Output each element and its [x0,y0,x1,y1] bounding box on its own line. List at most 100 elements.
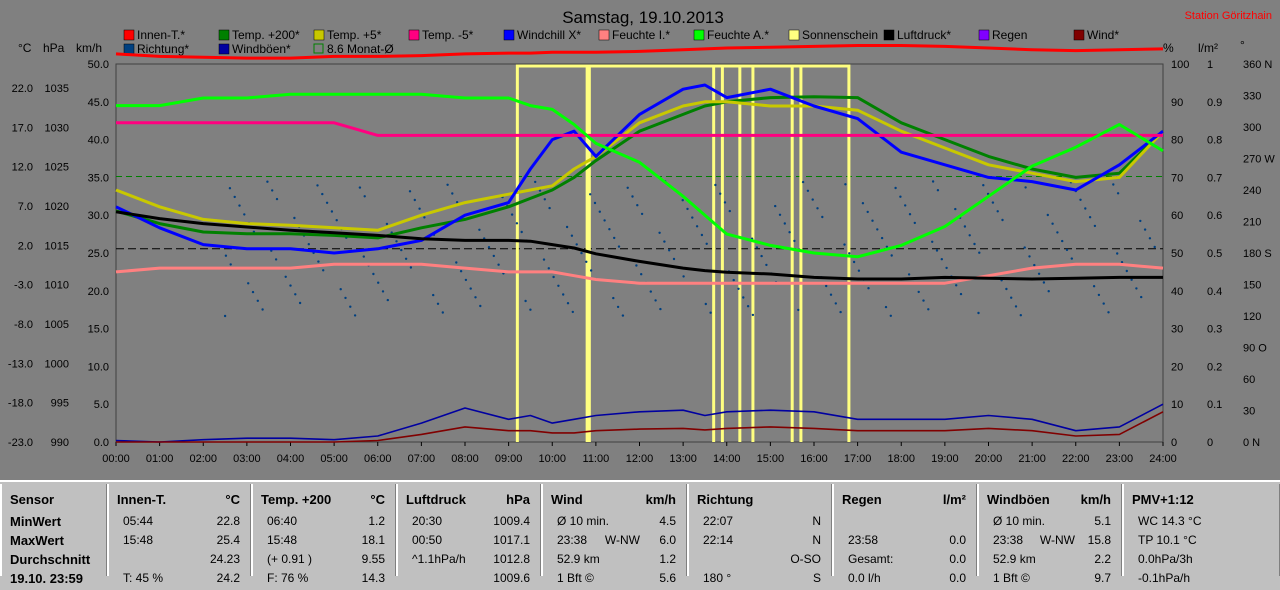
direction-point [1037,272,1041,275]
x-tick-label: 01:00 [146,453,174,465]
direction-point [714,183,717,187]
stats-cell-label: 52.9 km [993,552,1036,566]
direction-point [228,187,232,190]
direction-point [884,305,888,309]
legend-label: Richtung* [137,42,189,56]
direction-point [751,313,755,317]
rain-tick-label: 1 [1207,59,1213,71]
temp-tick-label: 22.0 [12,83,33,95]
press-tick-label: 1015 [45,240,69,252]
direction-point [1056,231,1059,234]
direction-point [640,273,643,276]
x-tick-label: 14:00 [713,453,741,465]
direction-point [922,299,925,302]
stats-cell-value: 18.1 [361,533,385,547]
stats-cell-label: 0.0 l/h [848,571,881,585]
chart-title: Samstag, 19.10.2013 [562,8,724,27]
legend-label: Temp. +5* [327,28,382,42]
legend-swatch [693,29,705,41]
direction-point [566,302,570,305]
direction-point [603,219,606,222]
legend-swatch [123,29,135,41]
direction-point [797,308,800,312]
direction-point [570,234,574,237]
rain-tick-label: 0 [1207,437,1213,449]
stats-column-header: Wind km/h [551,492,676,507]
press-unit: hPa [43,41,65,55]
weather-chart: Samstag, 19.10.2013 Station Göritzhain I… [0,0,1280,480]
direction-point [806,189,810,192]
stats-cell-value: 9.7 [1094,571,1111,585]
legend-swatch [503,29,515,41]
direction-point [871,219,874,222]
direction-point [271,189,274,192]
wind-tick-label: 0.0 [94,437,109,449]
press-tick-label: 990 [51,437,69,449]
stats-cell-value: 1009.4 [493,514,530,528]
sunshine-mark [712,64,724,442]
direction-point [612,296,615,300]
direction-point [478,228,481,231]
plot-area [115,63,1164,443]
wind-tick-label: 35.0 [88,172,109,184]
x-tick-label: 20:00 [975,453,1003,465]
stats-row: MinWert [2,514,106,533]
direction-point [613,236,616,240]
stats-row: 0.0hPa/3h [1124,552,1279,571]
pct-tick-label: 50 [1171,248,1183,260]
direction-point [907,273,911,276]
direction-point [977,311,980,315]
series-line [116,121,1163,137]
stats-cell-label: (+ 0.91 ) [267,552,313,566]
dir-tick-label: 150 [1243,280,1261,292]
direction-point [565,225,569,229]
direction-point [908,213,912,216]
stats-cell-value: 1.2 [368,514,385,528]
direction-point [978,251,981,254]
stats-cell-label: 1 Bft © [993,571,1030,585]
legend-swatch [408,29,420,41]
direction-point [243,213,246,216]
direction-point [492,254,495,258]
direction-point [469,287,472,290]
direction-point [973,242,976,246]
stats-cell-value: N [812,514,821,528]
direction-point [927,308,930,311]
dir-tick-label: 90 O [1243,343,1267,355]
temp-tick-label: 12.0 [12,162,33,174]
direction-point [709,311,712,314]
direction-point [580,251,583,255]
stats-column: Luftdruck hPa 20:30 1009.4 00:50 1017.1 ^1.1hP… [396,484,541,585]
stats-column-unit: l/m² [942,492,966,507]
stats-cell-mid: W-NW [1039,533,1075,547]
stats-column: Temp. +200 °C 06:40 1.2 15:48 18.1 (+ 0.91 ) 9.… [251,484,396,585]
direction-point [1079,198,1082,201]
direction-point [617,245,621,248]
direction-point [654,299,657,302]
dir-tick-label: 210 [1243,217,1261,229]
direction-point [968,234,971,237]
direction-point [996,210,999,213]
stats-cell-label: 23:38 [993,533,1024,547]
x-tick-label: 15:00 [757,453,785,465]
legend-label: Luftdruck* [897,28,951,42]
pct-tick-label: 80 [1171,135,1183,147]
pct-tick-label: 30 [1171,324,1183,336]
stats-row: Ø 10 min. 5.1 [979,514,1121,533]
direction-point [547,267,550,270]
direction-point [593,201,597,205]
direction-point [959,292,963,296]
direction-point [1014,305,1018,308]
direction-point [515,222,519,225]
x-tick-label: 11:00 [583,453,610,465]
pct-tick-label: 70 [1171,172,1183,184]
direction-point [557,284,560,287]
direction-point [455,261,458,264]
dir-tick-label: 120 [1243,311,1261,323]
direction-point [418,207,421,210]
wind-unit: km/h [76,41,102,55]
dir-tick-label: 60 [1243,374,1255,386]
direction-point [1093,224,1097,228]
stats-row: 24.23 [109,552,250,571]
stats-column: Richtung 22:07 N 22:14 N O-SO 180 ° S [687,484,832,585]
